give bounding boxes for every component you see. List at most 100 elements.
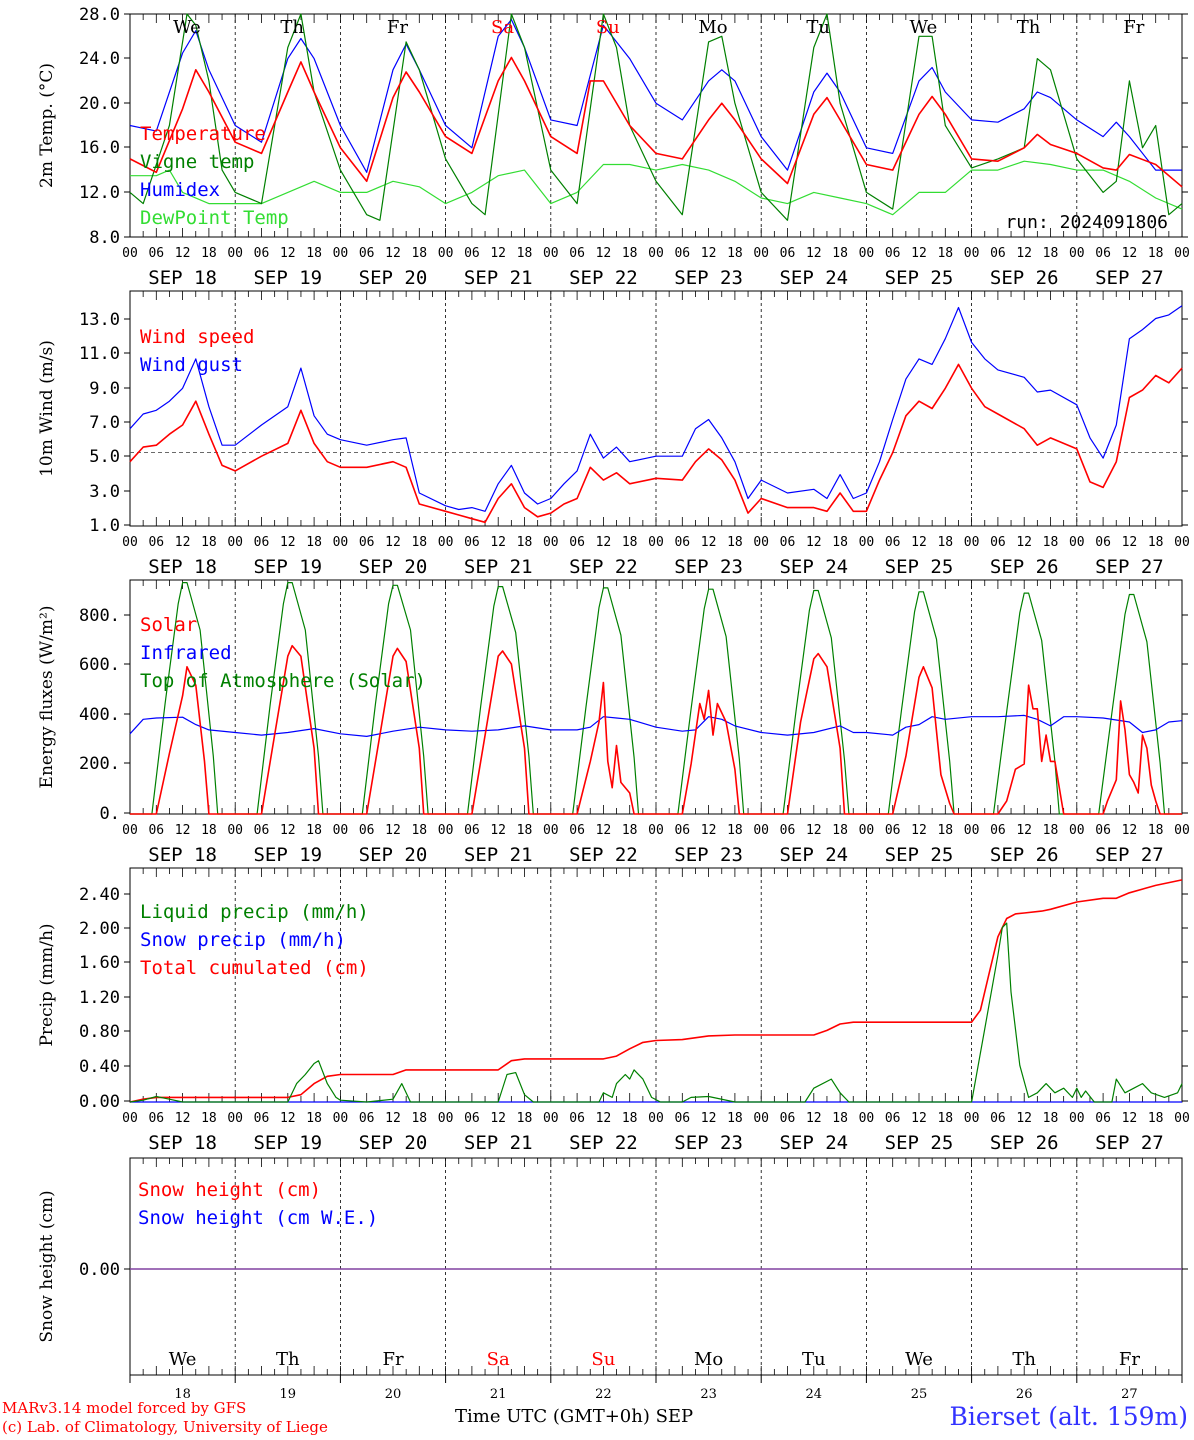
x-hour-label: 06	[780, 535, 796, 550]
y-tick-label: 9.0	[89, 379, 120, 399]
x-hour-label: 06	[1095, 246, 1111, 261]
x-hour-label: 12	[596, 823, 612, 838]
y-tick-label: 2.40	[79, 885, 120, 905]
x-hour-label: 00	[333, 535, 349, 550]
x-hour-label: 00	[859, 535, 875, 550]
x-hour-label: 18	[622, 535, 638, 550]
x-hour-label: 06	[885, 823, 901, 838]
x-hour-label: 12	[1016, 535, 1032, 550]
x-hour-label: 06	[359, 246, 375, 261]
day-name-label: Th	[280, 17, 304, 38]
day-name-label: Tu	[806, 17, 830, 38]
location-label: Bierset (alt. 159m)	[949, 1402, 1188, 1431]
x-hour-label: 12	[385, 823, 401, 838]
x-date-label: SEP 22	[569, 556, 638, 578]
x-date-label: SEP 27	[1095, 267, 1164, 289]
x-hour-label: 12	[490, 823, 506, 838]
x-hour-label: 00	[753, 535, 769, 550]
x-date-label: SEP 20	[359, 267, 428, 289]
day-name-label: Su	[591, 1349, 615, 1370]
x-hour-label: 00	[1069, 823, 1085, 838]
x-hour-label: 06	[674, 1111, 690, 1126]
y-tick-label: 0.80	[79, 1022, 120, 1042]
x-date-label: SEP 22	[569, 1132, 638, 1154]
panel-5: 0.00 Snow height (cm) Snow height (cm) Snow…	[37, 1157, 1188, 1376]
x-hour-label: 00	[964, 1111, 980, 1126]
x-hour-label: 00	[543, 1111, 559, 1126]
series-line-infrared	[129, 714, 1183, 738]
date-number-label: 24	[806, 1387, 823, 1402]
x-date-label: SEP 20	[359, 844, 428, 866]
x-hour-label: 18	[727, 246, 743, 261]
x-hour-label: 18	[201, 823, 217, 838]
x-hour-label: 12	[385, 246, 401, 261]
x-hour-label: 12	[1016, 1111, 1032, 1126]
x-hour-label: 12	[490, 535, 506, 550]
series-line-dewpoint-temp	[130, 160, 1183, 216]
x-hour-label: 18	[727, 1111, 743, 1126]
x-date-label: SEP 27	[1095, 556, 1164, 578]
legend-entry: Liquid precip (mm/h)	[140, 901, 369, 923]
x-hour-label: 00	[438, 246, 454, 261]
date-number-label: 26	[1016, 1387, 1033, 1402]
day-name-label: Su	[596, 17, 620, 38]
x-date-label: SEP 22	[569, 267, 638, 289]
x-date-label: SEP 20	[359, 1132, 428, 1154]
x-hour-label: 18	[937, 1111, 953, 1126]
x-hour-label: 12	[701, 535, 717, 550]
y-tick-label: 5.0	[89, 447, 120, 467]
x-hour-label: 18	[1043, 1111, 1059, 1126]
x-hour-label: 06	[885, 246, 901, 261]
day-name-label: Th	[1017, 17, 1041, 38]
x-date-label: SEP 23	[674, 1132, 743, 1154]
x-hour-label: 12	[280, 535, 296, 550]
legend-entry: Snow height (cm W.E.)	[138, 1207, 378, 1229]
x-hour-label: 06	[148, 246, 164, 261]
x-hour-label: 06	[990, 246, 1006, 261]
x-hour-label: 00	[1174, 1111, 1190, 1126]
x-hour-label: 00	[1069, 535, 1085, 550]
x-hour-label: 12	[806, 246, 822, 261]
y-tick-label: 20.0	[79, 94, 120, 114]
x-date-label: SEP 22	[569, 844, 638, 866]
x-hour-label: 18	[201, 246, 217, 261]
date-number-label: 23	[700, 1387, 717, 1402]
x-hour-label: 12	[596, 246, 612, 261]
x-hour-label: 18	[832, 535, 848, 550]
x-hour-label: 12	[385, 1111, 401, 1126]
legend-entry: Total cumulated (cm)	[140, 957, 369, 979]
x-date-label: SEP 18	[148, 267, 217, 289]
x-date-label: SEP 19	[253, 267, 322, 289]
x-hour-label: 00	[648, 823, 664, 838]
x-date-label: SEP 18	[148, 1132, 217, 1154]
x-hour-label: 00	[438, 823, 454, 838]
x-hour-label: 12	[175, 246, 191, 261]
x-hour-label: 12	[806, 1111, 822, 1126]
x-hour-label: 18	[1148, 535, 1164, 550]
x-hour-label: 18	[622, 246, 638, 261]
x-date-label: SEP 25	[885, 844, 954, 866]
x-hour-label: 06	[254, 246, 270, 261]
series-line-vigne-temp	[129, 13, 1183, 221]
x-hour-label: 00	[543, 246, 559, 261]
x-hour-label: 06	[1095, 1111, 1111, 1126]
x-hour-label: 00	[648, 1111, 664, 1126]
legend-entry: Wind speed	[140, 326, 254, 348]
day-name-label: Mo	[694, 1349, 723, 1370]
series-line-humidex	[129, 19, 1182, 173]
x-date-label: SEP 21	[464, 556, 533, 578]
x-hour-label: 12	[1122, 246, 1138, 261]
x-date-label: SEP 25	[885, 1132, 954, 1154]
day-name-label: Sa	[487, 1349, 510, 1370]
x-date-label: SEP 20	[359, 556, 428, 578]
x-date-label: SEP 21	[464, 267, 533, 289]
x-hour-label: 00	[753, 246, 769, 261]
day-name-label: Th	[1012, 1349, 1036, 1370]
legend-entry: Temperature	[140, 123, 266, 145]
x-hour-label: 18	[411, 823, 427, 838]
x-hour-label: 18	[622, 1111, 638, 1126]
y-axis-title: Snow height (cm)	[37, 1190, 57, 1342]
x-hour-label: 18	[201, 1111, 217, 1126]
y-tick-label: 200.	[79, 754, 120, 774]
panel-2: 13.0 11.0 9.0 7.0 5.0 3.0 1.0 10m Wind (m/s) 00 0…	[37, 290, 1190, 578]
